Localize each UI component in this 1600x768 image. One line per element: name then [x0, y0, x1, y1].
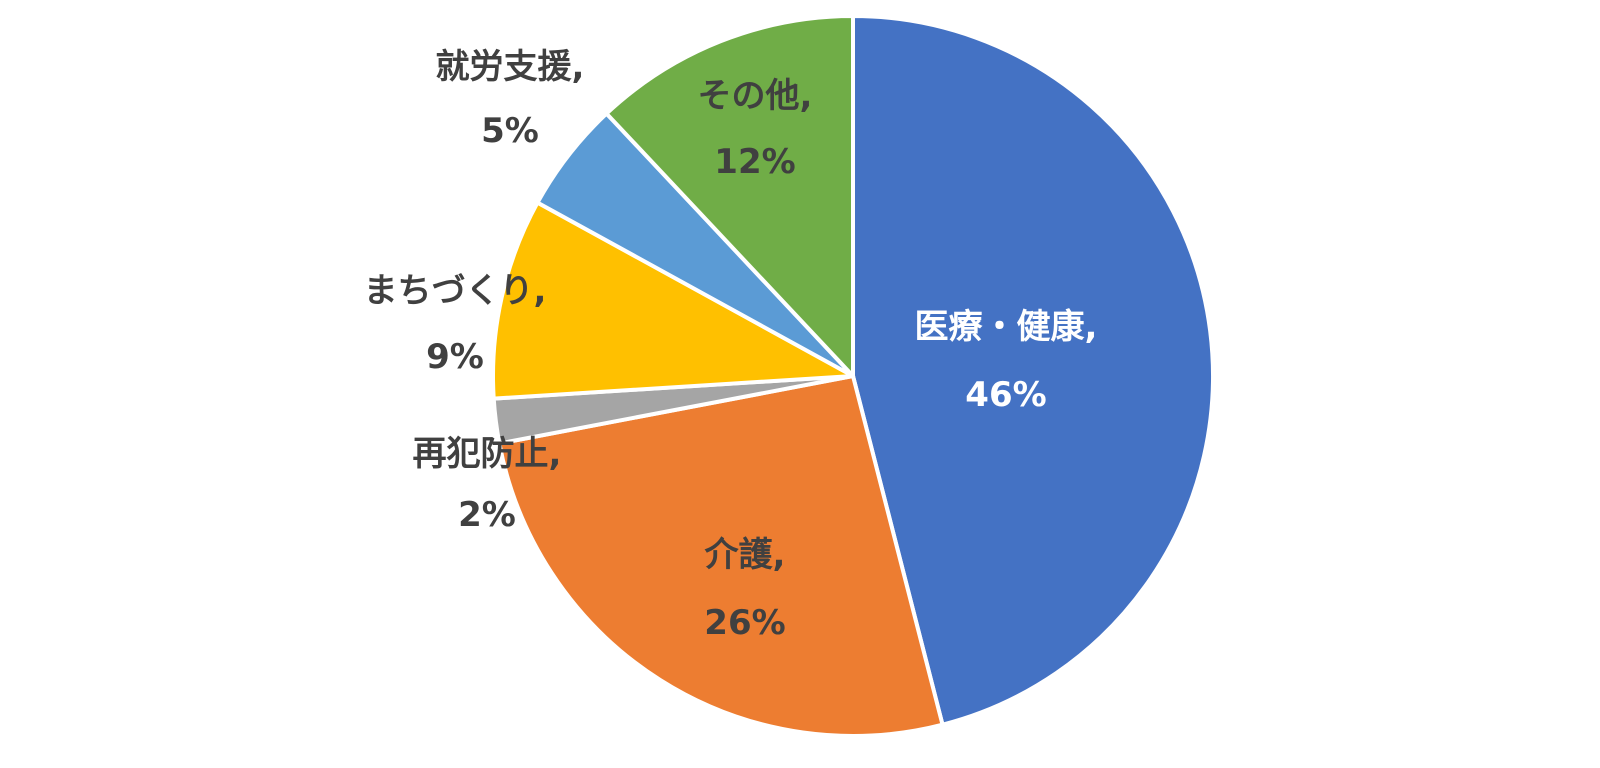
slice-category-label: 介護,	[705, 535, 786, 575]
slice-category-label: まちづくり,	[364, 271, 547, 311]
slice-category-label: 就労支援,	[436, 47, 585, 87]
pie-slice-2	[497, 374, 945, 738]
pie-slice-1	[851, 14, 1215, 727]
slice-percent-label: 9%	[426, 337, 484, 377]
slice-percent-label: 2%	[458, 495, 516, 535]
slice-category-label: 再犯防止,	[413, 434, 562, 474]
slice-category-label: その他,	[698, 76, 813, 116]
slice-percent-label: 46%	[965, 375, 1046, 415]
pie-slice-4	[491, 200, 855, 401]
slice-percent-label: 12%	[714, 142, 795, 182]
slice-percent-label: 5%	[481, 111, 539, 151]
pie-slice-6	[604, 14, 855, 378]
slice-category-label: 医療・健康,	[915, 307, 1098, 347]
slice-percent-label: 26%	[704, 603, 785, 643]
pie-labels: 医療・健康, 46% 介護, 26% 再犯防止, 2% まちづくり, 9% 就労支援, 5% その他…	[364, 47, 1098, 643]
pie-slices	[491, 14, 1215, 738]
